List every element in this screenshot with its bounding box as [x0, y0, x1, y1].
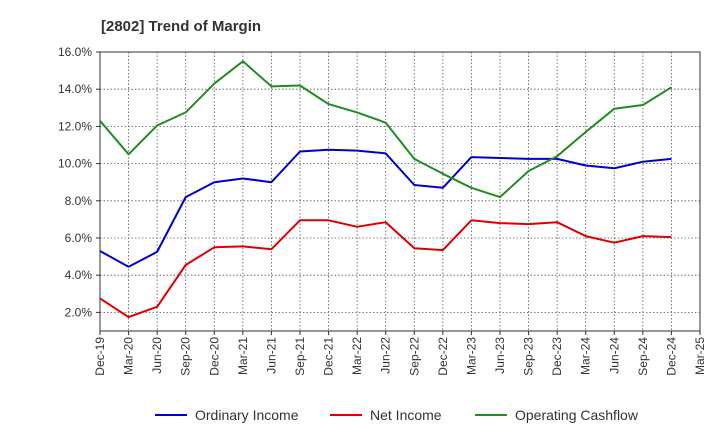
y-tick-label: 8.0%	[65, 194, 93, 208]
y-tick-label: 12.0%	[58, 119, 92, 133]
y-tick-label: 2.0%	[65, 305, 93, 319]
x-tick-label: Dec-21	[322, 337, 336, 376]
y-axis: 2.0% 4.0% 6.0% 8.0% 10.0% 12.0% 14.0% 16.0%	[58, 45, 100, 319]
legend-label-ordinary-income: Ordinary Income	[195, 407, 299, 423]
series-line-ordinary-income	[99, 148, 672, 268]
series-lines	[99, 60, 672, 319]
x-tick-label: Dec-23	[550, 337, 564, 376]
x-tick-label: Jun-20	[150, 337, 164, 374]
plot-area	[100, 52, 700, 331]
x-tick-label: Jun-23	[493, 337, 507, 374]
x-tick-label: Dec-20	[207, 337, 221, 376]
grid-lines	[100, 52, 700, 331]
y-tick-label: 10.0%	[58, 157, 92, 171]
x-tick-label: Sep-20	[179, 337, 193, 376]
x-tick-label: Sep-21	[293, 337, 307, 376]
x-tick-label: Mar-23	[464, 337, 478, 375]
legend-label-operating-cashflow: Operating Cashflow	[515, 407, 639, 423]
x-tick-label: Jun-21	[264, 337, 278, 374]
x-tick-label: Jun-24	[607, 337, 621, 374]
x-axis: Dec-19 Mar-20 Jun-20 Sep-20 Dec-20 Mar-21 Jun-…	[93, 331, 707, 376]
legend: Ordinary Income Net Income Operating Cashf…	[155, 407, 639, 423]
x-tick-label: Mar-21	[236, 337, 250, 375]
x-tick-label: Dec-22	[436, 337, 450, 376]
x-tick-label: Mar-22	[350, 337, 364, 375]
x-tick-label: Mar-20	[122, 337, 136, 375]
x-tick-label: Sep-24	[636, 337, 650, 376]
x-tick-label: Mar-25	[693, 337, 707, 375]
y-tick-label: 6.0%	[65, 231, 93, 245]
y-tick-label: 14.0%	[58, 82, 92, 96]
y-tick-label: 16.0%	[58, 45, 92, 59]
chart-title: [2802] Trend of Margin	[101, 18, 261, 35]
legend-label-net-income: Net Income	[370, 407, 442, 423]
x-tick-label: Dec-24	[664, 337, 678, 376]
y-tick-label: 4.0%	[65, 268, 93, 282]
x-tick-label: Dec-19	[93, 337, 107, 376]
series-line-net-income	[99, 219, 672, 319]
x-tick-label: Sep-22	[407, 337, 421, 376]
x-tick-label: Jun-22	[379, 337, 393, 374]
plot-frame	[99, 51, 701, 332]
x-tick-label: Sep-23	[522, 337, 536, 376]
x-tick-label: Mar-24	[579, 337, 593, 375]
series-line-operating-cashflow	[99, 60, 672, 199]
